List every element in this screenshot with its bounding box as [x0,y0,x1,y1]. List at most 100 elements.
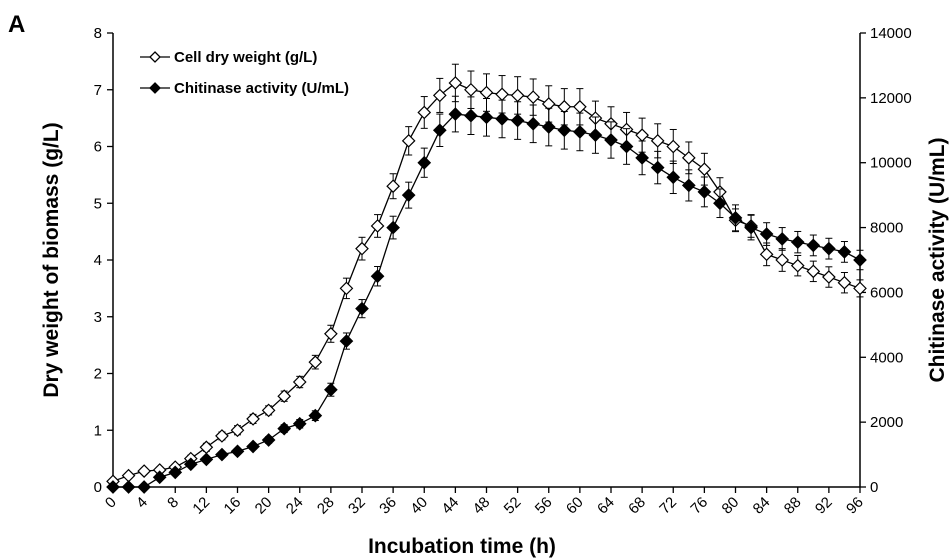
data-point-filled-diamond [713,196,727,211]
data-point-open-diamond [292,375,307,389]
panel-label: A [8,11,25,38]
left-y-tick-label: 3 [94,309,102,326]
data-point-filled-diamond [183,457,198,472]
data-point-filled-diamond [526,116,541,131]
data-point-open-diamond [635,128,649,142]
left-y-tick-label: 4 [94,252,102,269]
data-point-filled-diamond [573,125,587,139]
data-point-open-diamond [401,133,416,148]
data-point-filled-diamond [495,112,509,126]
data-point-filled-diamond [386,220,400,235]
x-tick-label: 88 [781,494,805,518]
data-point-filled-diamond [759,227,774,241]
data-point-open-diamond [666,139,681,154]
data-point-open-diamond [790,258,805,273]
data-point-filled-diamond [215,447,229,462]
data-point-filled-diamond [464,108,478,123]
data-point-filled-diamond [681,178,696,193]
data-point-open-diamond [417,105,432,120]
data-point-open-diamond [464,82,478,97]
left-y-tick-label: 0 [94,479,102,496]
left-y-tick-label: 8 [94,25,102,42]
legend-open-diamond-marker [149,51,161,63]
data-point-open-diamond [121,468,136,483]
x-tick-label: 12 [189,494,213,518]
data-point-open-diamond [137,464,151,478]
data-point-open-diamond [510,88,525,103]
data-point-filled-diamond [152,470,167,485]
x-tick-label: 60 [563,494,587,518]
data-point-open-diamond [355,241,369,256]
x-tick-label: 0 [102,494,120,512]
left-y-ticks: 0 1 2 3 4 5 6 7 8 [94,25,113,496]
data-point-open-diamond [448,76,463,90]
data-point-filled-diamond [432,123,447,138]
data-point-filled-diamond [370,269,385,284]
data-point-open-diamond [432,88,447,103]
data-point-filled-diamond [588,128,603,142]
x-tick-label: 72 [656,494,680,518]
legend: Cell dry weight (g/L) Chitinase activity… [140,49,349,97]
data-point-filled-diamond [308,408,323,423]
data-point-open-diamond [822,270,836,284]
data-point-filled-diamond [448,107,463,121]
left-y-tick-label: 6 [94,139,102,156]
data-point-filled-diamond [121,480,136,494]
data-point-filled-diamond [510,113,525,128]
x-tick-label: 84 [750,494,774,518]
x-tick-label: 80 [719,494,743,518]
data-point-filled-diamond [277,421,292,436]
data-point-open-diamond [324,326,338,341]
x-tick-label: 24 [283,494,307,518]
legend-entry-chitinase-activity: Chitinase activity (U/mL) [140,80,349,97]
data-point-open-diamond [697,162,712,177]
data-point-filled-diamond [604,133,618,147]
x-tick-label: 40 [407,494,431,518]
data-point-open-diamond [759,247,774,262]
x-tick-label: 28 [314,494,338,518]
data-point-filled-diamond [650,160,665,175]
right-y-tick-label: 10000 [870,155,912,172]
data-point-filled-diamond [853,253,867,267]
data-point-open-diamond [246,412,260,426]
x-tick-label: 36 [376,494,400,518]
data-point-filled-diamond [324,382,338,397]
right-y-tick-label: 2000 [870,414,903,431]
right-y-tick-label: 6000 [870,284,903,301]
data-point-open-diamond [339,281,354,296]
x-tick-label: 16 [221,494,245,518]
data-point-filled-diamond [619,139,634,154]
left-y-axis-title: Dry weight of biomass (g/L) [40,122,63,397]
x-tick-label: 4 [133,494,151,512]
data-point-filled-diamond [635,151,649,165]
x-tick-label: 32 [345,494,369,518]
data-point-open-diamond [775,253,790,267]
legend-filled-diamond-marker [149,82,161,94]
data-point-filled-diamond [837,245,852,259]
right-y-tick-label: 14000 [870,25,912,42]
data-point-filled-diamond [137,480,151,494]
data-point-filled-diamond [822,241,836,256]
data-point-open-diamond [230,423,245,438]
data-point-open-diamond [386,179,400,194]
series-chitinase-activity [106,95,867,494]
data-point-open-diamond [837,275,852,290]
series-line [112,82,861,482]
data-point-open-diamond [370,219,385,233]
data-point-open-diamond [479,85,494,100]
data-point-open-diamond [495,87,509,102]
left-y-tick-label: 7 [94,82,102,99]
data-point-filled-diamond [557,123,572,138]
data-point-filled-diamond [292,416,307,431]
data-point-open-diamond [853,281,867,296]
data-point-filled-diamond [775,232,790,246]
data-point-filled-diamond [479,110,494,125]
series-cell-dry-weight [106,63,867,489]
left-y-tick-label: 5 [94,195,102,212]
x-tick-label: 68 [625,494,649,518]
x-tick-label: 8 [164,494,182,512]
series-line [113,113,861,488]
series-layer [106,63,867,494]
